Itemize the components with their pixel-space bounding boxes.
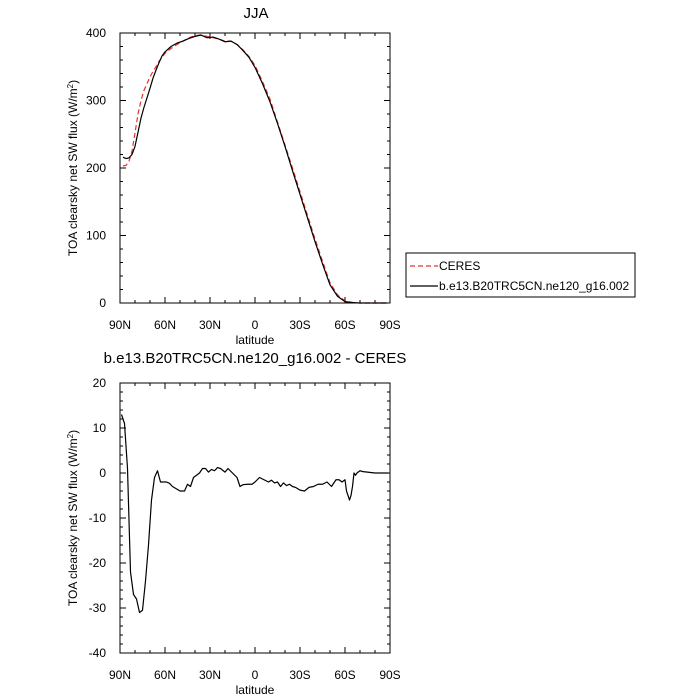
bottom-x-tick-label: 60N: [154, 668, 176, 682]
top-series-line-1: [122, 34, 387, 304]
bottom-y-tick-label: -20: [89, 556, 107, 570]
top-y-tick-label: 300: [86, 94, 106, 108]
bottom-series-line-0: [120, 414, 389, 614]
legend: CERES b.e13.B20TRC5CN.ne120_g16.002: [405, 252, 636, 298]
top-x-tick-label: 60N: [154, 318, 176, 332]
bottom-x-tick-label: 30S: [289, 668, 310, 682]
top-panel-x-axis-label: latitude: [236, 333, 275, 347]
bottom-panel-frame: [119, 382, 391, 654]
legend-ceres-label: CERES: [439, 259, 480, 273]
top-panel-y-axis-label-close: ): [66, 80, 80, 84]
bottom-panel-series: [120, 414, 389, 614]
top-panel: JJA 90N 60N 30N 0 30S 60S 90S 0 100 200 300 400 lat…: [66, 5, 401, 347]
bottom-y-tick-label: -10: [89, 511, 107, 525]
top-y-tick-label: 0: [99, 296, 106, 310]
bottom-y-tick-label: 0: [99, 466, 106, 480]
top-x-tick-label: 30N: [199, 318, 221, 332]
bottom-y-tick-label: -40: [89, 646, 107, 660]
top-panel-ticks: 90N 60N 30N 0 30S 60S 90S 0 100 200 300 400: [86, 26, 401, 332]
top-panel-title: JJA: [243, 5, 268, 22]
bottom-panel-title: b.e13.B20TRC5CN.ne120_g16.002 - CERES: [104, 350, 407, 367]
top-y-tick-label: 100: [86, 229, 106, 243]
bottom-y-tick-label: 20: [93, 376, 107, 390]
bottom-panel: b.e13.B20TRC5CN.ne120_g16.002 - CERES 90…: [66, 350, 406, 697]
bottom-panel-y-axis-label: TOA clearsky net SW flux (W/m2): [66, 430, 80, 606]
top-y-tick-label: 200: [86, 161, 106, 175]
legend-box: [405, 252, 636, 298]
bottom-x-tick-label: 90N: [109, 668, 131, 682]
top-panel-frame: [119, 32, 391, 304]
bottom-panel-ticks: 90N 60N 30N 0 30S 60S 90S -40 -30 -20 -10 0 10 20: [89, 376, 401, 682]
top-x-tick-label: 30S: [289, 318, 310, 332]
bottom-y-tick-label: -30: [89, 601, 107, 615]
top-x-tick-label: 0: [252, 318, 259, 332]
bottom-x-tick-label: 90S: [379, 668, 400, 682]
bottom-y-tick-label: 10: [93, 421, 107, 435]
top-series-line-0: [122, 34, 387, 304]
top-x-tick-label: 60S: [334, 318, 355, 332]
bottom-x-tick-label: 30N: [199, 668, 221, 682]
top-x-tick-label: 90N: [109, 318, 131, 332]
bottom-panel-y-axis-label-sup: 2: [66, 433, 75, 438]
top-panel-y-axis-label-main: TOA clearsky net SW flux (W/m: [66, 88, 80, 256]
bottom-panel-y-axis-label-close: ): [66, 430, 80, 434]
legend-model-label: b.e13.B20TRC5CN.ne120_g16.002: [439, 279, 629, 293]
bottom-x-tick-label: 0: [252, 668, 259, 682]
top-x-tick-label: 90S: [379, 318, 400, 332]
top-panel-y-axis-label-sup: 2: [66, 83, 75, 88]
bottom-panel-y-axis-label-main: TOA clearsky net SW flux (W/m: [66, 438, 80, 606]
top-y-tick-label: 400: [86, 26, 106, 40]
bottom-x-tick-label: 60S: [334, 668, 355, 682]
top-panel-y-axis-label: TOA clearsky net SW flux (W/m2): [66, 80, 80, 256]
top-panel-series: [122, 34, 387, 304]
bottom-panel-x-axis-label: latitude: [236, 683, 275, 697]
